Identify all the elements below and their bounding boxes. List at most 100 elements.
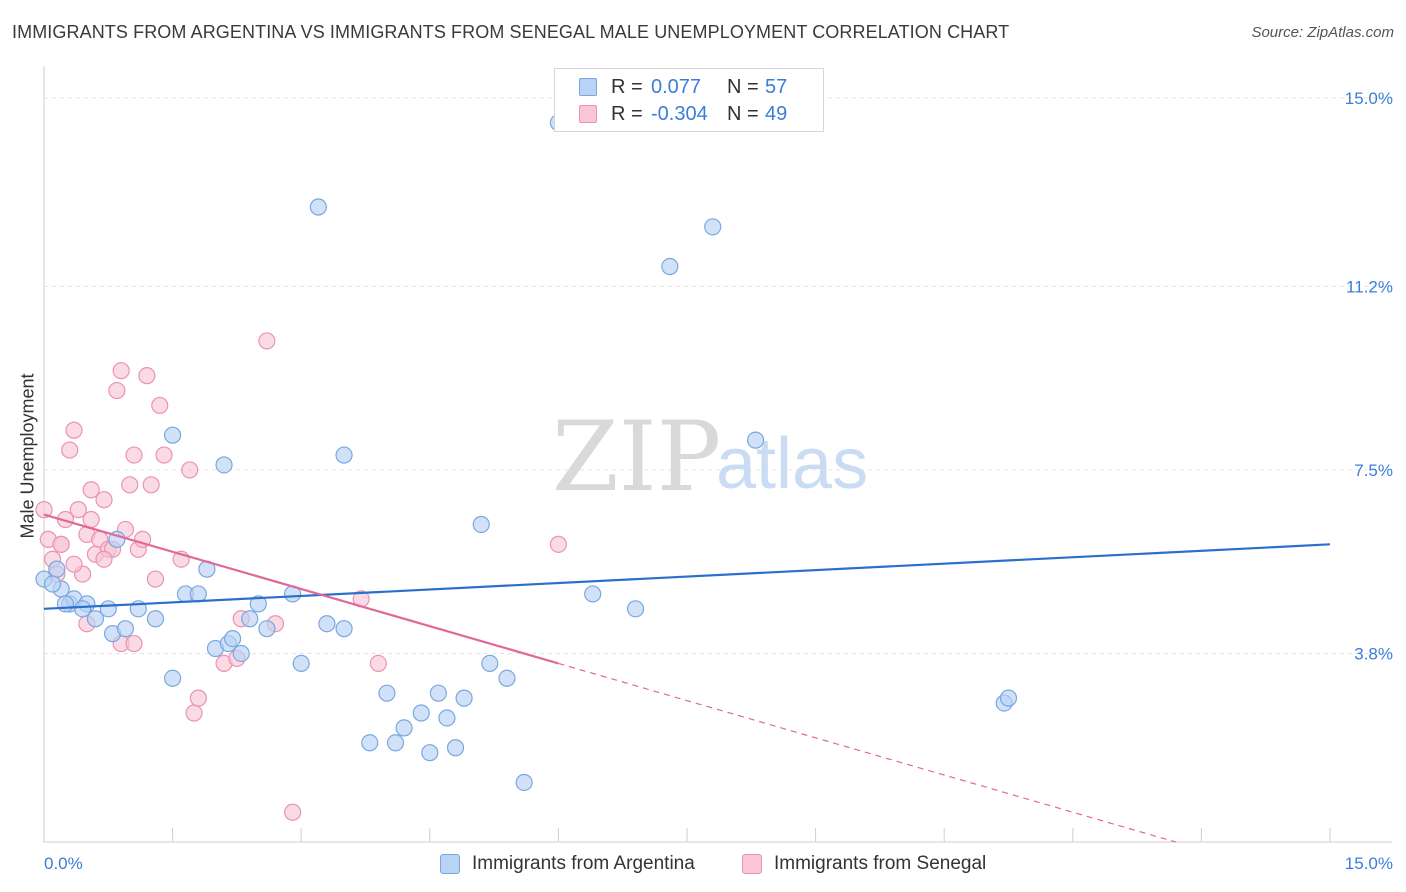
senegal-point [189, 689, 207, 707]
senegal-point [284, 803, 302, 821]
senegal-point [52, 535, 70, 553]
x-tick-labels: 0.0% 15.0% [44, 854, 1393, 873]
source-label: Source: ZipAtlas.com [1251, 24, 1394, 41]
senegal-point [35, 501, 53, 519]
legend-n-value: 49 [765, 102, 788, 125]
legend-r-value: 0.077 [651, 75, 702, 98]
argentina-point [232, 644, 250, 663]
legend-item-senegal: Immigrants from Senegal [742, 852, 986, 876]
legend-n-label: N = [727, 102, 759, 125]
senegal-point [151, 396, 169, 415]
senegal-point [82, 510, 100, 529]
argentina-point [56, 595, 75, 613]
senegal-point [549, 535, 568, 553]
legend-swatch-pink [742, 854, 762, 874]
argentina-point [48, 560, 66, 578]
argentina-point [249, 595, 267, 613]
argentina-point [335, 446, 353, 464]
argentina-point [626, 600, 645, 618]
senegal-point [108, 381, 126, 400]
argentina-point [43, 575, 62, 593]
argentina-trend-line [43, 543, 1331, 610]
argentina-point [412, 704, 430, 722]
argentina-point [258, 620, 276, 638]
y-tick-labels: 3.8% 7.5% 11.2% 15.0% [1345, 89, 1393, 664]
senegal-trend-extension [558, 662, 1176, 843]
argentina-point [335, 620, 353, 638]
legend-n-value: 57 [765, 75, 788, 98]
argentina-point [164, 669, 182, 687]
legend-swatch-blue [440, 854, 460, 874]
senegal-point [125, 634, 143, 653]
argentina-point [704, 218, 722, 236]
legend-row-argentina: R = 0.077 N = 57 [579, 75, 787, 99]
senegal-point [185, 704, 203, 722]
legend-r-label: R = [611, 102, 643, 125]
argentina-point [584, 585, 602, 603]
y-tick-label: 15.0% [1345, 89, 1393, 108]
argentina-point [378, 684, 396, 702]
argentina-point [472, 515, 490, 534]
argentina-point [215, 456, 233, 474]
chart-title: IMMIGRANTS FROM ARGENTINA VS IMMIGRANTS … [12, 22, 1010, 42]
argentina-point [86, 610, 105, 628]
argentina-point [999, 689, 1018, 707]
argentina-point [661, 257, 679, 276]
argentina-point [395, 719, 413, 737]
argentina-point [498, 669, 516, 687]
x-tick-label: 0.0% [44, 854, 83, 873]
argentina-point [361, 734, 379, 752]
argentina-point [438, 709, 456, 727]
argentina-point [446, 739, 465, 757]
senegal-point [369, 654, 387, 673]
argentina-point [116, 620, 135, 638]
argentina-point [241, 610, 259, 628]
argentina-point [455, 689, 473, 707]
argentina-point [73, 600, 92, 618]
y-tick-label: 7.5% [1354, 461, 1393, 480]
argentina-point [515, 773, 533, 792]
watermark-zip: ZIP [552, 401, 721, 513]
y-tick-label: 3.8% [1354, 644, 1393, 663]
x-tick-label: 15.0% [1345, 854, 1393, 873]
senegal-point [155, 446, 173, 464]
senegal-trend-line [43, 513, 559, 665]
watermark-atlas: atlas [716, 424, 868, 504]
argentina-point [429, 684, 447, 702]
senegal-point [69, 501, 87, 519]
senegal-point [95, 550, 113, 568]
legend-r-value: -0.304 [651, 102, 708, 125]
senegal-point [65, 555, 83, 573]
senegal-point [138, 367, 156, 385]
legend-item-argentina: Immigrants from Argentina [440, 852, 695, 876]
legend-swatch-pink [579, 105, 597, 123]
watermark: ZIP atlas [552, 401, 868, 513]
senegal-point [146, 570, 165, 588]
argentina-point [164, 426, 182, 444]
senegal-point [181, 461, 199, 479]
gridlines [44, 97, 1392, 654]
argentina-point [224, 629, 242, 648]
argentina-point [146, 610, 165, 628]
argentina-point [99, 600, 117, 618]
legend-label-senegal: Immigrants from Senegal [774, 853, 987, 874]
senegal-point [61, 441, 79, 459]
legend-n-label: N = [727, 75, 759, 98]
legend-swatch-blue [579, 78, 597, 96]
argentina-point [292, 654, 310, 673]
correlation-legend: R = 0.077 N = 57 R = -0.304 N = 49 [554, 68, 824, 132]
argentina-point [421, 744, 439, 762]
argentina-point [189, 585, 207, 603]
senegal-point [121, 476, 139, 494]
argentina-point [309, 198, 327, 216]
legend-r-label: R = [611, 75, 643, 98]
senegal-point [65, 421, 83, 439]
senegal-point [258, 332, 276, 350]
data-points [35, 114, 1018, 821]
axes [43, 66, 1392, 843]
legend-label-argentina: Immigrants from Argentina [472, 853, 695, 874]
legend-row-senegal: R = -0.304 N = 49 [579, 102, 787, 126]
senegal-point [142, 476, 160, 494]
argentina-point [746, 431, 765, 449]
